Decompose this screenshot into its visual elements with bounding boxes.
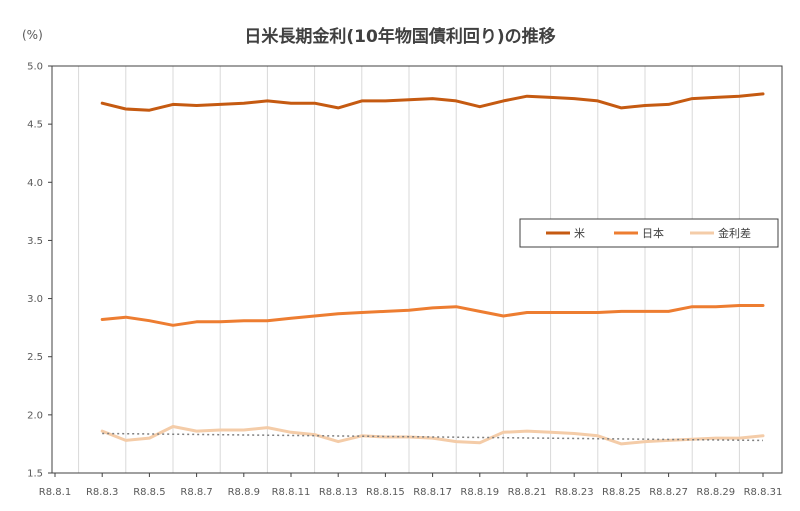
x-tick-label: R8.8.23 <box>555 487 594 498</box>
legend-label: 金利差 <box>718 226 751 240</box>
x-tick-label: R8.8.11 <box>272 487 311 498</box>
y-tick-label: 1.5 <box>27 469 43 480</box>
legend-label: 日本 <box>642 226 664 240</box>
x-tick-label: R8.8.7 <box>180 487 212 498</box>
series-layer <box>100 92 765 446</box>
x-tick-label: R8.8.13 <box>319 487 358 498</box>
y-tick-label: 4.0 <box>27 178 43 189</box>
x-tick-label: R8.8.1 <box>39 487 71 498</box>
y-tick-label: 5.0 <box>27 62 43 73</box>
y-tick-label: 2.0 <box>27 410 43 421</box>
plot-area <box>51 65 783 474</box>
y-tick-label: 4.5 <box>27 120 43 131</box>
series-line-金利差 <box>100 425 765 446</box>
y-tick-label: 3.0 <box>27 294 43 305</box>
x-tick-label: R8.8.21 <box>508 487 547 498</box>
y-axis-unit: (%) <box>22 28 43 42</box>
chart-title: 日米長期金利(10年物国債利回り)の推移 <box>244 27 556 47</box>
vertical-gridlines <box>78 66 740 473</box>
legend: 米 日本 金利差 <box>519 218 779 248</box>
x-tick-label: R8.8.9 <box>228 487 260 498</box>
trendline <box>102 432 764 442</box>
x-tick-label: R8.8.29 <box>696 487 735 498</box>
legend-label: 米 <box>574 227 585 240</box>
x-axis-ticks: R8.8.1 R8.8.3 R8.8.5 R8.8.7 R8.8.9 R8.8.11 R8.… <box>39 473 783 498</box>
x-tick-label: R8.8.19 <box>460 487 499 498</box>
x-tick-label: R8.8.27 <box>649 487 688 498</box>
x-tick-label: R8.8.3 <box>86 487 118 498</box>
x-tick-label: R8.8.25 <box>602 487 641 498</box>
y-tick-label: 3.5 <box>27 236 43 247</box>
x-tick-label: R8.8.5 <box>133 487 165 498</box>
series-line-日本 <box>100 304 765 327</box>
x-tick-label: R8.8.17 <box>413 487 452 498</box>
x-tick-label: R8.8.15 <box>366 487 405 498</box>
y-axis-ticks: 1.5 2.0 2.5 3.0 3.5 4.0 4.5 5.0 <box>27 62 52 480</box>
y-tick-label: 2.5 <box>27 352 43 363</box>
series-line-米 <box>100 92 765 112</box>
x-tick-label: R8.8.31 <box>744 487 783 498</box>
